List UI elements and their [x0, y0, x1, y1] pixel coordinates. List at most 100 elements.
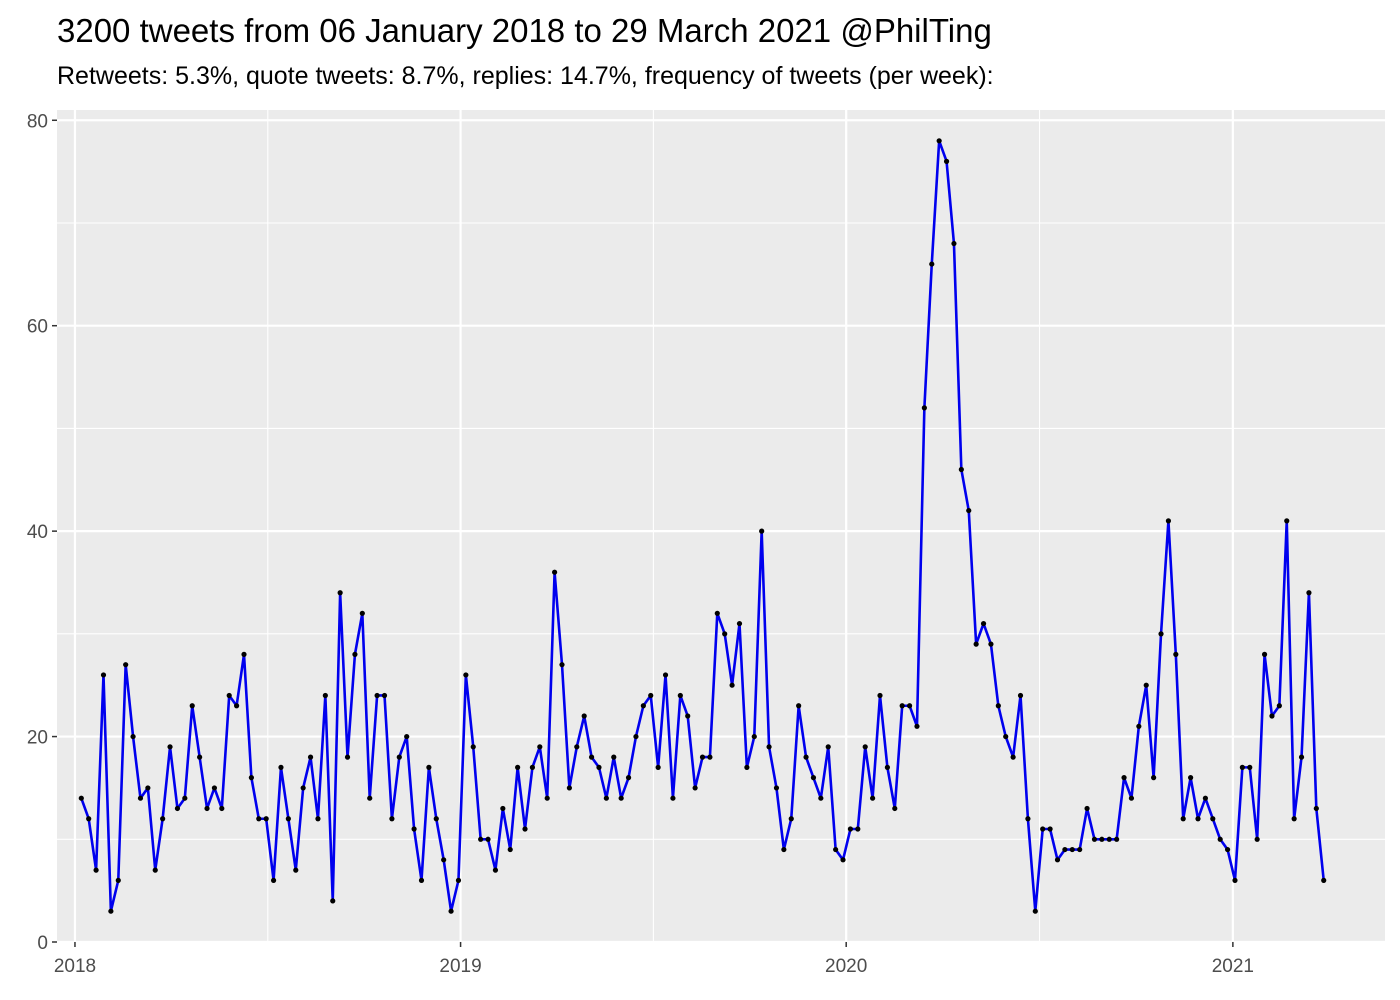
- y-tick-label: 40: [27, 522, 48, 543]
- data-point: [211, 785, 218, 791]
- data-point: [1173, 651, 1179, 658]
- data-point: [773, 785, 780, 791]
- data-point: [492, 867, 499, 873]
- data-point: [966, 507, 972, 514]
- data-point: [470, 744, 476, 750]
- data-point: [714, 610, 720, 616]
- data-point: [537, 744, 543, 750]
- data-point: [381, 692, 388, 699]
- data-point: [367, 795, 373, 801]
- data-point: [759, 528, 765, 534]
- data-point: [389, 816, 395, 822]
- data-point: [1128, 795, 1135, 801]
- data-point: [1291, 816, 1297, 822]
- x-tick-label: 2019: [439, 956, 481, 977]
- data-point: [204, 805, 210, 812]
- data-point: [263, 816, 269, 822]
- data-point: [744, 764, 750, 770]
- data-point: [633, 733, 639, 740]
- data-point: [796, 703, 802, 709]
- x-tick-label: 2020: [825, 956, 867, 977]
- data-point: [648, 692, 654, 699]
- data-point: [529, 764, 536, 770]
- data-point: [1158, 631, 1164, 637]
- data-point: [300, 785, 306, 791]
- data-point: [781, 846, 787, 853]
- data-point: [951, 240, 957, 247]
- data-point: [877, 692, 883, 699]
- data-point: [973, 641, 979, 647]
- data-point: [226, 692, 232, 699]
- data-point: [1261, 651, 1268, 658]
- data-point: [404, 733, 410, 740]
- data-point: [1269, 713, 1275, 719]
- data-point: [1247, 764, 1253, 770]
- data-point: [603, 795, 609, 801]
- data-point: [581, 713, 587, 719]
- data-point: [1151, 775, 1157, 781]
- chart-title: 3200 tweets from 06 January 2018 to 29 M…: [57, 12, 992, 49]
- data-point: [1143, 682, 1149, 688]
- data-point: [914, 723, 920, 729]
- data-point: [943, 158, 950, 164]
- data-point: [455, 877, 462, 883]
- data-point: [921, 405, 927, 411]
- data-point: [374, 692, 380, 699]
- data-point: [78, 795, 84, 801]
- data-point: [892, 805, 898, 812]
- data-point: [906, 703, 913, 709]
- data-point: [293, 867, 299, 873]
- data-point: [500, 805, 506, 812]
- data-point: [559, 662, 565, 668]
- data-point: [1106, 836, 1112, 842]
- data-point: [1025, 816, 1031, 822]
- data-point: [1321, 877, 1327, 883]
- data-point: [699, 754, 706, 760]
- data-point: [870, 795, 876, 801]
- data-point: [625, 775, 632, 781]
- data-point: [270, 877, 277, 883]
- data-point: [1276, 703, 1282, 709]
- data-point: [522, 826, 528, 832]
- data-point: [855, 826, 861, 832]
- data-point: [1165, 518, 1172, 524]
- data-point: [685, 713, 691, 719]
- data-point: [256, 816, 262, 822]
- data-point: [108, 908, 114, 914]
- data-point: [552, 569, 558, 575]
- data-point: [1032, 908, 1038, 914]
- data-point: [115, 877, 121, 883]
- data-point: [618, 795, 624, 801]
- y-tick-label: 60: [27, 317, 48, 338]
- data-point: [566, 785, 572, 791]
- data-point: [344, 754, 351, 760]
- data-point: [448, 908, 454, 914]
- data-point: [1010, 754, 1016, 760]
- data-point: [278, 764, 284, 770]
- data-point: [958, 466, 964, 473]
- data-point: [1017, 692, 1024, 699]
- data-point: [1040, 826, 1046, 832]
- data-point: [507, 846, 513, 853]
- data-point: [544, 795, 550, 801]
- data-point: [396, 754, 402, 760]
- data-point: [123, 662, 129, 668]
- data-point: [174, 805, 181, 812]
- data-point: [359, 610, 365, 616]
- data-point: [189, 703, 195, 709]
- data-point: [241, 651, 247, 658]
- data-point: [1091, 836, 1098, 842]
- data-point: [86, 816, 92, 822]
- data-point: [722, 631, 728, 637]
- data-point: [707, 754, 713, 760]
- data-point: [788, 816, 794, 822]
- data-point: [936, 138, 942, 144]
- data-point: [426, 764, 432, 770]
- data-point: [847, 826, 854, 832]
- data-point: [167, 744, 173, 750]
- data-point: [197, 754, 203, 760]
- data-point: [1188, 775, 1194, 781]
- y-tick-label: 20: [27, 728, 48, 749]
- x-tick-label: 2021: [1212, 956, 1254, 977]
- data-point: [441, 857, 447, 863]
